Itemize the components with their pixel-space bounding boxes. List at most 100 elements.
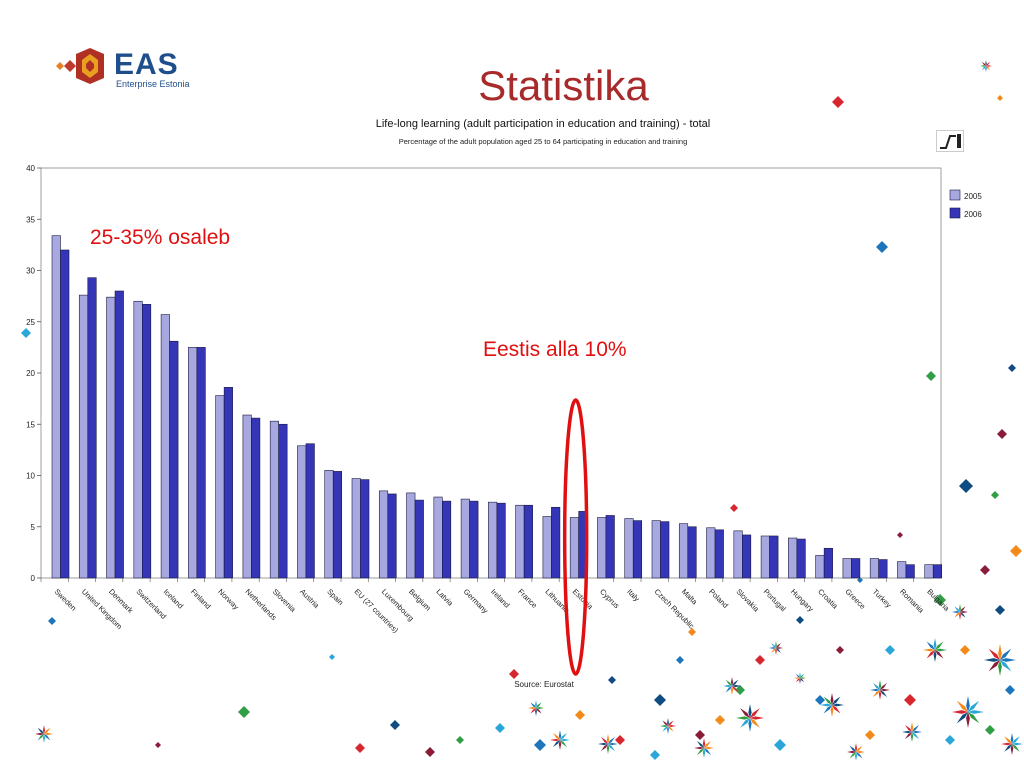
y-tick-label: 15: [26, 420, 35, 429]
decor-star: [988, 660, 1000, 672]
decor-diamond: [735, 685, 745, 695]
decor-star: [800, 673, 805, 678]
decor-star: [750, 716, 764, 720]
decor-star: [723, 684, 732, 688]
decor-star: [1001, 742, 1012, 746]
decor-star: [748, 704, 752, 718]
decor-diamond: [1008, 364, 1016, 372]
decor-star: [960, 606, 966, 612]
bar-2006: [360, 479, 370, 579]
decor-diamond: [155, 742, 161, 748]
decor-star: [730, 677, 734, 686]
decor-star: [704, 748, 712, 756]
decor-star: [732, 679, 739, 686]
bar-2006: [251, 417, 261, 579]
bar-2005: [678, 523, 689, 579]
decor-star: [536, 707, 544, 709]
decor-star: [954, 606, 960, 612]
decor-star: [560, 740, 568, 748]
decor-star: [795, 678, 800, 683]
decor-star: [535, 708, 537, 716]
decor-star: [740, 718, 750, 728]
decor-star: [775, 641, 777, 648]
bar-2006: [660, 521, 670, 579]
decor-star: [985, 60, 987, 66]
decor-star: [1000, 658, 1016, 662]
decor-diamond: [676, 656, 684, 664]
decor-star: [968, 700, 980, 712]
decor-diamond: [815, 695, 825, 705]
x-tick-label: Latvia: [434, 587, 455, 608]
decor-star: [702, 748, 706, 758]
decor-star: [870, 688, 880, 692]
bar-2005: [488, 501, 498, 579]
decor-diamond: [980, 565, 990, 575]
bar-2006: [114, 290, 124, 579]
decor-diamond: [959, 479, 973, 493]
chart-tool-icon[interactable]: [936, 130, 964, 152]
bar-2005: [433, 496, 443, 579]
chart-title: Life-long learning (adult participation …: [375, 118, 711, 130]
bar-2005: [542, 516, 552, 579]
x-tick-label: Poland: [707, 587, 730, 610]
decor-diamond: [836, 646, 844, 654]
decor-star: [528, 707, 536, 709]
decor-diamond: [960, 645, 970, 655]
decor-star: [912, 732, 920, 740]
legend-swatch-2005: [949, 189, 961, 201]
decor-diamond: [934, 594, 946, 606]
decor-star: [606, 744, 610, 754]
bar-2005: [324, 470, 334, 579]
bar-2005: [597, 517, 607, 579]
bar-2006: [714, 529, 724, 579]
bar-2006: [469, 500, 479, 579]
decor-diamond: [238, 706, 250, 718]
decor-star: [667, 726, 669, 734]
decor-star: [966, 712, 970, 728]
decor-diamond: [897, 532, 903, 538]
decor-diamond: [995, 605, 1005, 615]
decor-star: [854, 743, 858, 752]
bar-2005: [406, 492, 416, 579]
decor-star: [771, 643, 776, 648]
y-tick-label: 0: [31, 574, 36, 583]
decor-star: [44, 727, 51, 734]
y-tick-label: 20: [26, 369, 35, 378]
decor-diamond: [945, 735, 955, 745]
decor-star: [998, 644, 1002, 660]
decor-star: [935, 648, 947, 652]
estonia-highlight-ellipse: [562, 398, 589, 676]
slide-title: Statistika: [478, 62, 649, 109]
decor-star: [704, 746, 714, 750]
decor-star: [856, 752, 863, 759]
decor-star: [725, 686, 732, 693]
decor-star: [608, 742, 618, 746]
decor-diamond: [575, 710, 585, 720]
decor-star: [530, 708, 536, 714]
decor-star: [800, 677, 806, 679]
decor-star: [880, 682, 888, 690]
bar-2006: [387, 493, 397, 579]
decor-diamond: [926, 371, 936, 381]
decor-star: [1004, 744, 1012, 752]
x-tick-label: Iceland: [162, 587, 185, 610]
bar-2006: [523, 504, 533, 579]
logo-subtitle: Enterprise Estonia: [116, 79, 190, 89]
bar-2005: [569, 517, 579, 579]
decor-star: [662, 726, 668, 732]
decor-star: [847, 750, 856, 754]
x-tick-label: Cyprus: [598, 587, 621, 610]
decor-star: [959, 604, 961, 612]
decor-star: [856, 745, 863, 752]
decor-star: [823, 696, 832, 705]
decor-diamond: [21, 328, 31, 338]
decor-diamond: [774, 739, 786, 751]
bar-2005: [924, 564, 934, 579]
bar-2006: [932, 564, 943, 579]
x-tick-label: Turkey: [871, 587, 894, 610]
decor-star: [662, 720, 668, 726]
decor-star: [904, 732, 912, 740]
bar-2005: [351, 478, 361, 579]
